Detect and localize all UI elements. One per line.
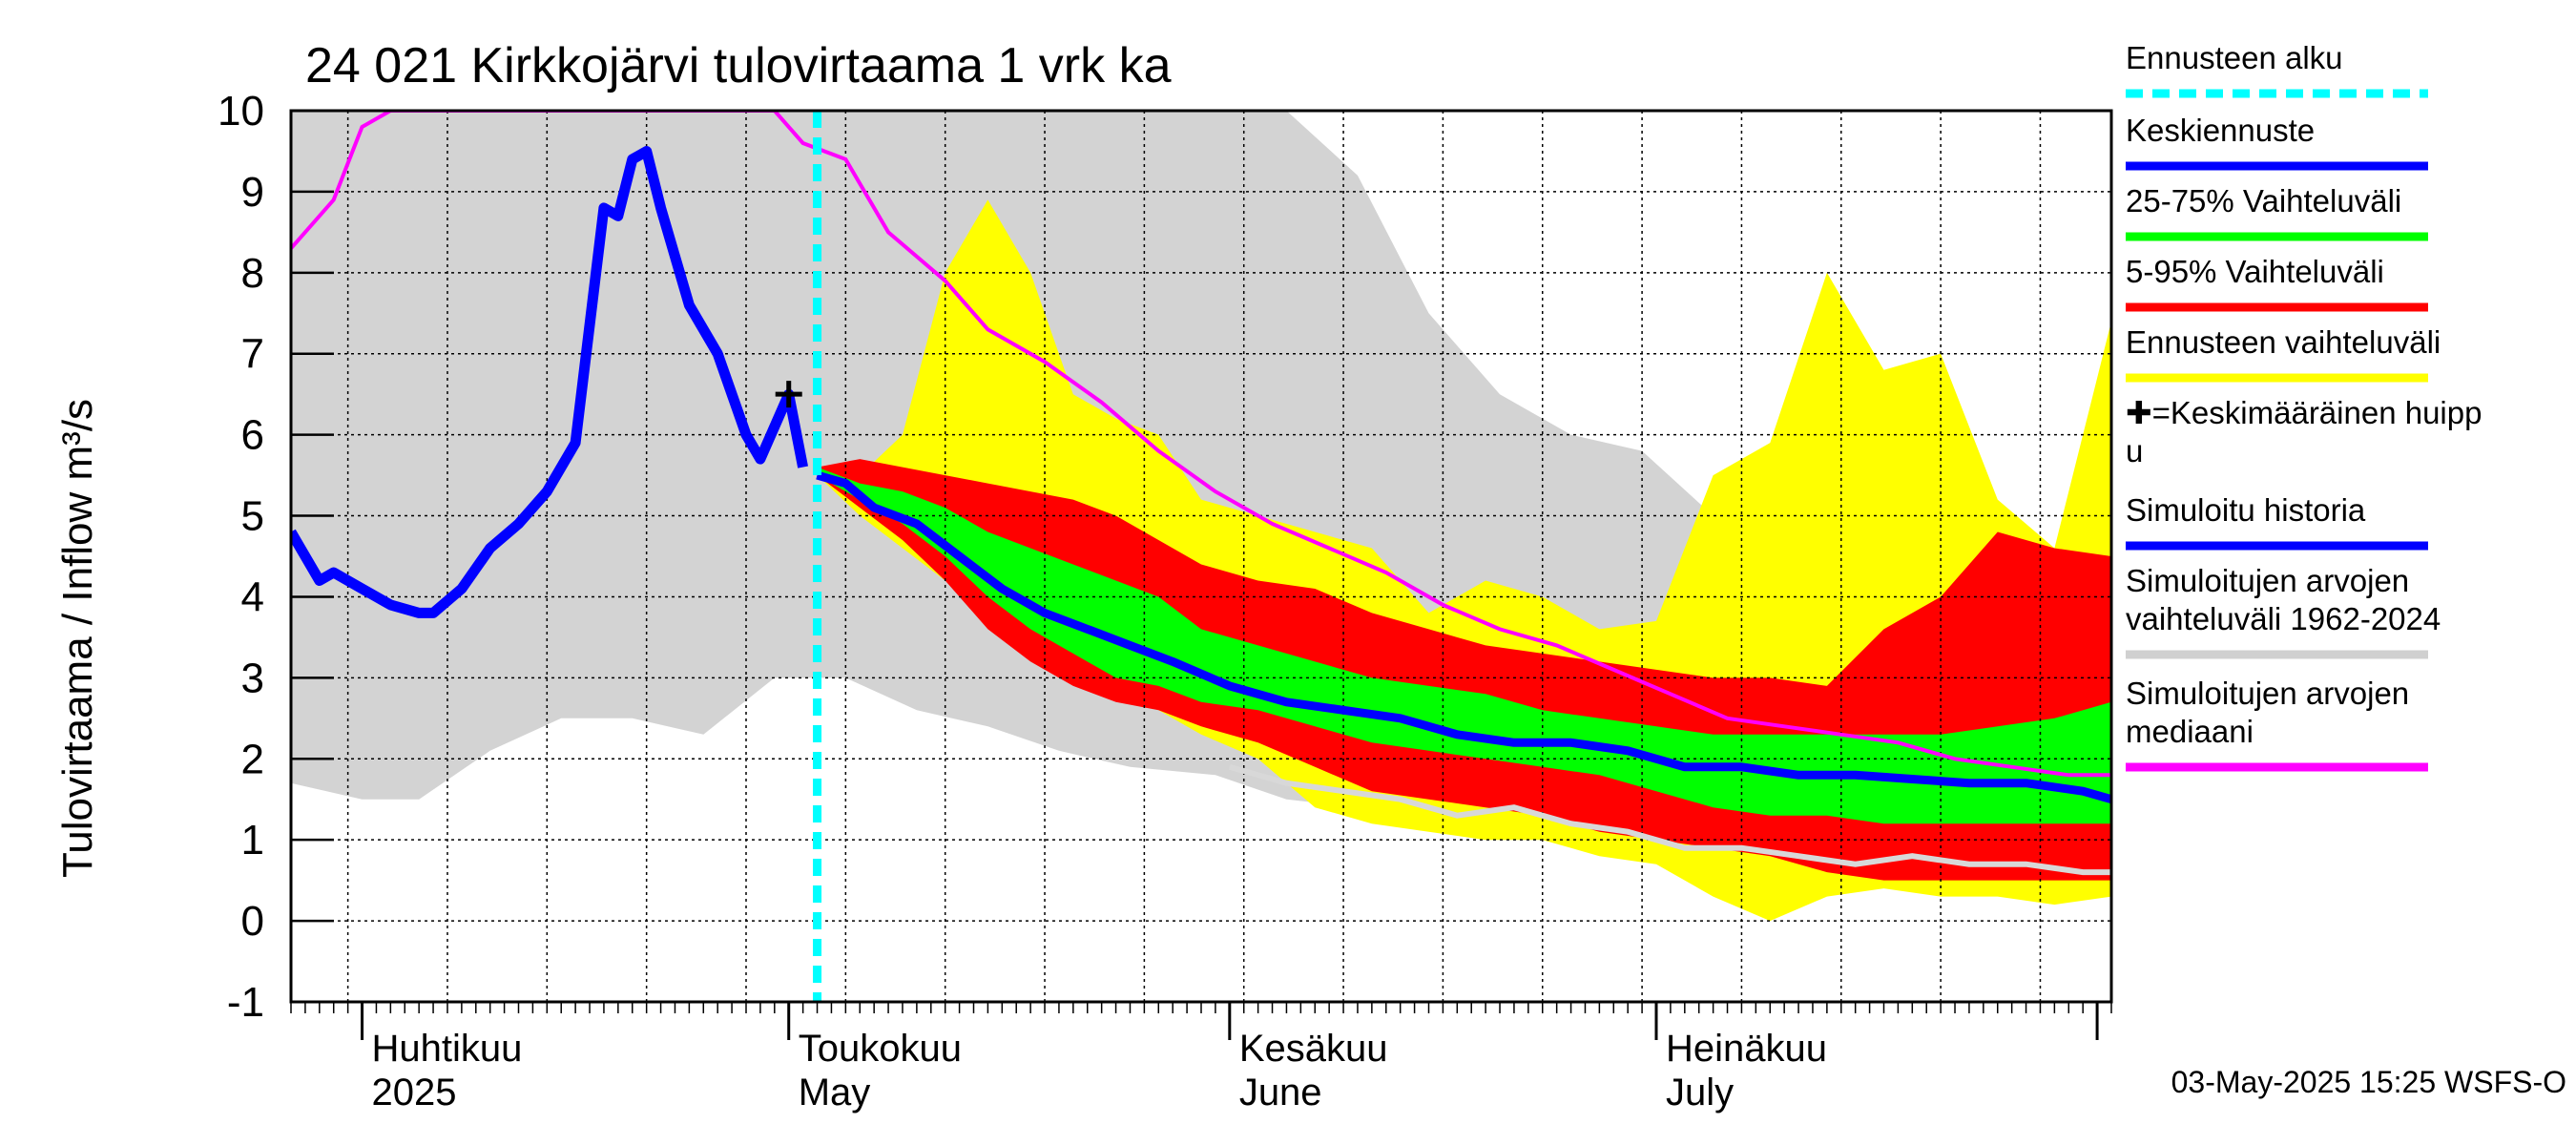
mean-peak-marker bbox=[775, 381, 802, 408]
month-label: Heinäkuu bbox=[1666, 1028, 1827, 1070]
month-label: Kesäkuu bbox=[1239, 1028, 1388, 1070]
p25-75-band bbox=[817, 467, 2111, 824]
legend-item: 25-75% Vaihteluväli bbox=[2126, 183, 2428, 241]
y-tick-label: 4 bbox=[241, 573, 264, 620]
legend-label: 5-95% Vaihteluväli bbox=[2126, 254, 2384, 289]
chart-title: 24 021 Kirkkojärvi tulovirtaama 1 vrk ka bbox=[305, 38, 1172, 94]
series-median-hist bbox=[1228, 763, 2111, 876]
footer-timestamp: 03-May-2025 15:25 WSFS-O bbox=[2171, 1065, 2566, 1099]
legend-label: Simuloitujen arvojen bbox=[2126, 676, 2409, 711]
month-label-en: July bbox=[1666, 1072, 1734, 1114]
series-median bbox=[291, 111, 2111, 778]
month-label: Huhtikuu bbox=[372, 1028, 523, 1070]
legend-item: Keskiennuste bbox=[2126, 113, 2428, 171]
legend-label: 25-75% Vaihteluväli bbox=[2126, 183, 2401, 219]
y-tick-label: 9 bbox=[241, 169, 264, 216]
y-tick-label: 6 bbox=[241, 412, 264, 459]
legend-item: 5-95% Vaihteluväli bbox=[2126, 254, 2428, 312]
legend-label: Ennusteen vaihteluväli bbox=[2126, 324, 2441, 360]
month-label: Toukokuu bbox=[799, 1028, 962, 1070]
legend-label: vaihteluväli 1962-2024 bbox=[2126, 601, 2441, 636]
series-lines bbox=[291, 111, 2111, 1002]
y-tick-label: 2 bbox=[241, 736, 264, 782]
month-label-en: 2025 bbox=[372, 1072, 457, 1114]
legend-label: ✚=Keskimääräinen huipp bbox=[2126, 395, 2482, 430]
y-tick-label: 8 bbox=[241, 250, 264, 297]
legend-label: Simuloitujen arvojen bbox=[2126, 563, 2409, 598]
y-tick-label: -1 bbox=[227, 979, 264, 1026]
month-label-en: June bbox=[1239, 1072, 1322, 1114]
y-tick-label: 7 bbox=[241, 331, 264, 378]
legend-item: Simuloitu historia bbox=[2126, 492, 2428, 551]
y-axis-label: Tulovirtaama / Inflow m³/s bbox=[54, 399, 101, 878]
y-tick-label: 0 bbox=[241, 898, 264, 945]
legend-item: Ennusteen vaihteluväli bbox=[2126, 324, 2441, 383]
series-simulated-history bbox=[291, 146, 808, 618]
month-label-en: May bbox=[799, 1072, 871, 1114]
y-tick-label: 3 bbox=[241, 655, 264, 701]
legend-label: Simuloitu historia bbox=[2126, 492, 2366, 528]
legend-label: u bbox=[2126, 433, 2143, 468]
series-mean-forecast bbox=[816, 470, 2111, 804]
legend-label: Keskiennuste bbox=[2126, 113, 2315, 148]
legend: Ennusteen alku Keskiennuste 25-75% Vaihtel… bbox=[2126, 40, 2482, 772]
legend-item: Ennusteen alku bbox=[2126, 40, 2428, 98]
legend-label: Ennusteen alku bbox=[2126, 40, 2343, 75]
y-tick-label: 5 bbox=[241, 493, 264, 540]
y-tick-label: 10 bbox=[218, 88, 264, 135]
legend-label: mediaani bbox=[2126, 714, 2254, 749]
y-tick-label: 1 bbox=[241, 817, 264, 864]
